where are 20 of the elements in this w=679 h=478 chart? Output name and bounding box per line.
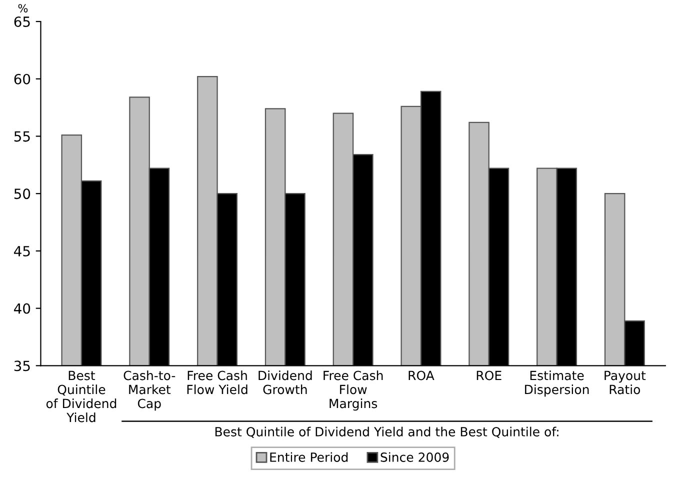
x-tick-label: Dividend Growth [258,370,312,394]
x-tick-label: Payout Ratio [604,370,646,394]
y-tick-label: 45 [14,246,30,256]
text: Best Quintile of Dividend Yield and the Best Quintile of: [215,426,558,438]
y-tick-label: 50 [14,188,30,200]
y-tick-label: 60 [14,74,30,84]
x-tick-label: Best Quintile of Dividend Yield [46,370,116,422]
x-tick-label: Free Cash Flow Yield [187,370,248,394]
x-tick-label: Cash-to- Market Cap [124,370,176,411]
legend-label: Entire Period [270,452,348,462]
y-axis-title: % [18,4,28,12]
y-tick-label: 40 [14,303,30,314]
y-tick-label: 35 [14,360,30,372]
y-tick-label: 65 [14,16,30,27]
y-tick-label: 55 [14,131,30,142]
x-tick-label: ROA [408,370,434,380]
legend-label: Since 2009 [380,452,449,462]
x-tick-label: ROE [476,370,502,380]
x-tick-label: Estimate Dispersion [525,370,589,397]
x-tick-label: Free Cash Flow Margins [324,370,383,411]
